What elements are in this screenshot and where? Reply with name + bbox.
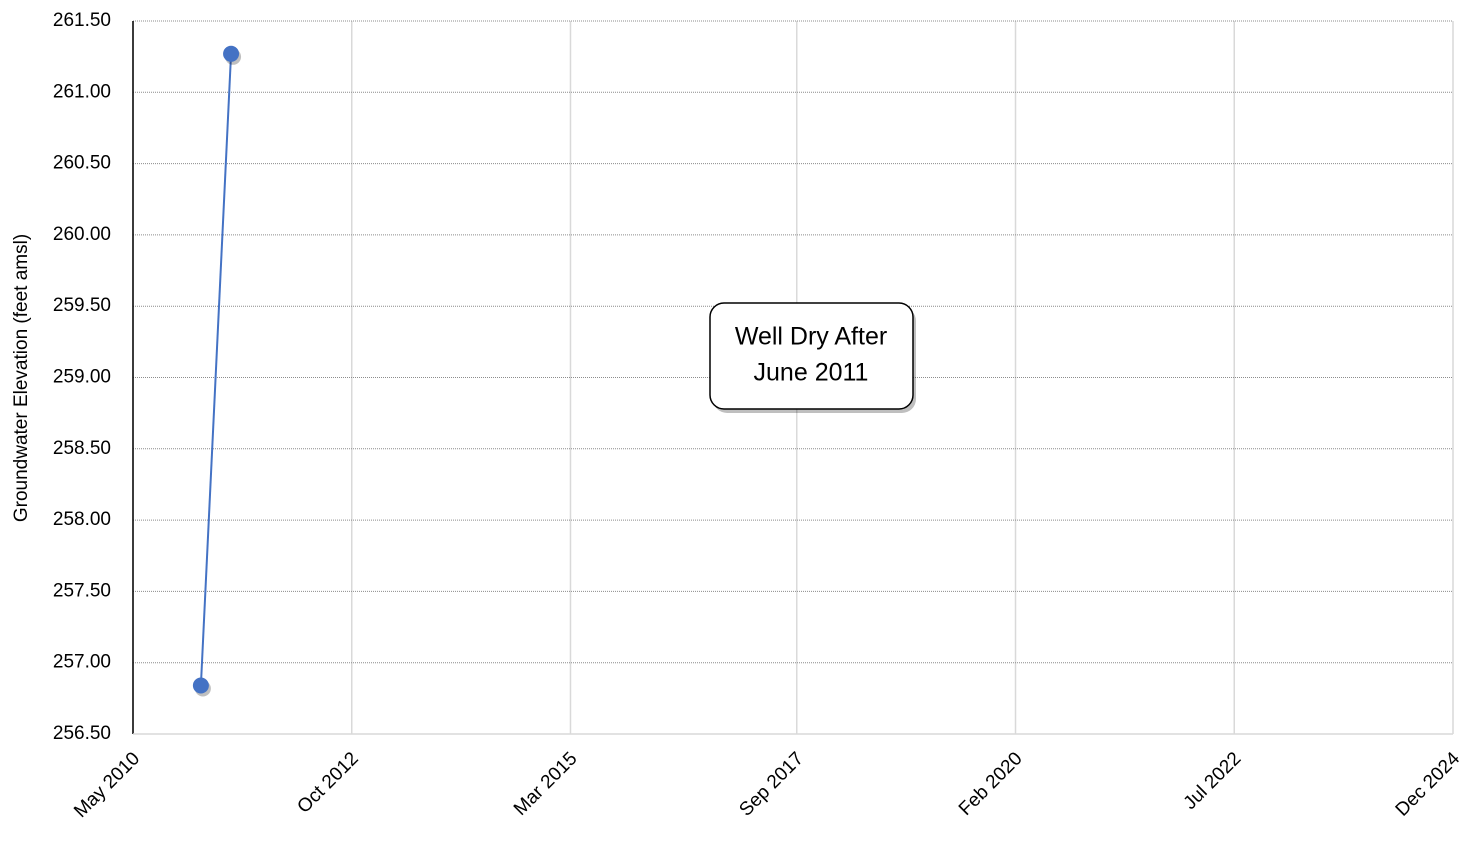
- y-tick-label: 257.00: [53, 652, 111, 673]
- annotation-box: [709, 302, 914, 410]
- data-point: [223, 45, 240, 62]
- x-tick-label: Sep 2017: [735, 748, 807, 820]
- y-tick-label: 258.50: [53, 438, 111, 459]
- y-tick-label: 256.50: [53, 723, 111, 744]
- x-tick-label: Mar 2015: [510, 748, 582, 820]
- y-tick-label: 259.50: [53, 295, 111, 316]
- x-tick-label: May 2010: [70, 748, 144, 822]
- y-tick-label: 257.50: [53, 580, 111, 601]
- series-line: [199, 53, 233, 686]
- y-tick-label: 259.00: [53, 367, 111, 388]
- y-axis-label: Groundwater Elevation (feet amsl): [11, 234, 32, 522]
- data-point: [192, 677, 209, 694]
- y-tick-label: 260.00: [53, 224, 111, 245]
- y-tick-label: 260.50: [53, 153, 111, 174]
- x-tick-label: Jul 2022: [1180, 748, 1246, 814]
- annotation-text: June 2011: [754, 359, 869, 387]
- annotation-text: Well Dry After: [735, 323, 887, 351]
- x-tick-label: Oct 2012: [293, 748, 362, 817]
- y-tick-label: 261.50: [53, 10, 111, 31]
- x-tick-label: Dec 2024: [1392, 748, 1465, 821]
- y-tick-label: 261.00: [53, 81, 111, 102]
- y-tick-label: 258.00: [53, 509, 111, 530]
- x-tick-label: Feb 2020: [955, 748, 1027, 820]
